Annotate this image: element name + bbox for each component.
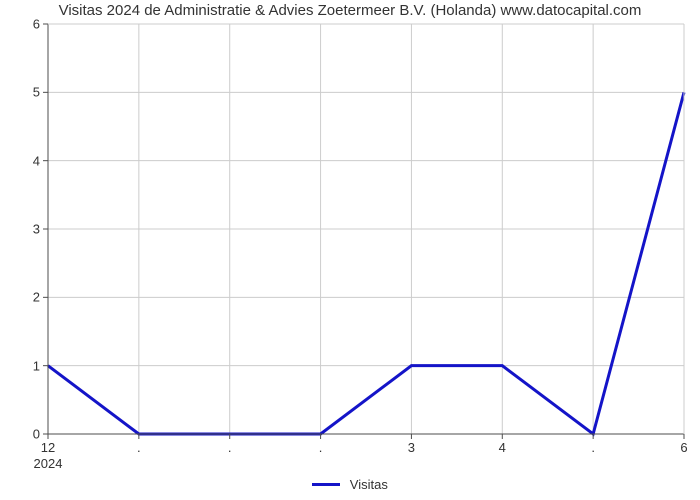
y-tick-label: 0	[10, 427, 40, 442]
y-tick-label: 4	[10, 153, 40, 168]
x-tick-label: 4	[499, 440, 506, 455]
x-tick-label: .	[137, 440, 141, 455]
x-tick-label: .	[228, 440, 232, 455]
legend-swatch	[312, 483, 340, 486]
y-tick-label: 1	[10, 358, 40, 373]
y-tick-label: 3	[10, 222, 40, 237]
x-axis-year-label: 2024	[34, 456, 63, 471]
legend-label: Visitas	[350, 477, 388, 492]
x-tick-label: .	[591, 440, 595, 455]
x-tick-label: 3	[408, 440, 415, 455]
x-tick-label: 6	[680, 440, 687, 455]
chart-svg	[48, 24, 684, 434]
y-tick-label: 5	[10, 85, 40, 100]
x-tick-label: 12	[41, 440, 55, 455]
x-tick-label: .	[319, 440, 323, 455]
y-tick-label: 2	[10, 290, 40, 305]
y-tick-label: 6	[10, 17, 40, 32]
chart-plot-area	[48, 24, 684, 434]
chart-title: Visitas 2024 de Administratie & Advies Z…	[0, 2, 700, 19]
legend: Visitas	[0, 476, 700, 492]
